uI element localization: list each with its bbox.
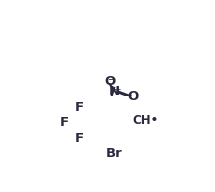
Text: O: O — [128, 90, 139, 103]
Text: F: F — [75, 101, 84, 114]
Text: F: F — [60, 116, 69, 129]
Text: Br: Br — [106, 147, 123, 160]
Text: CH•: CH• — [133, 114, 159, 127]
Text: −: − — [108, 75, 116, 85]
Text: N: N — [109, 85, 120, 98]
Text: F: F — [75, 132, 84, 145]
Text: +: + — [113, 85, 121, 94]
Text: O: O — [104, 75, 115, 88]
